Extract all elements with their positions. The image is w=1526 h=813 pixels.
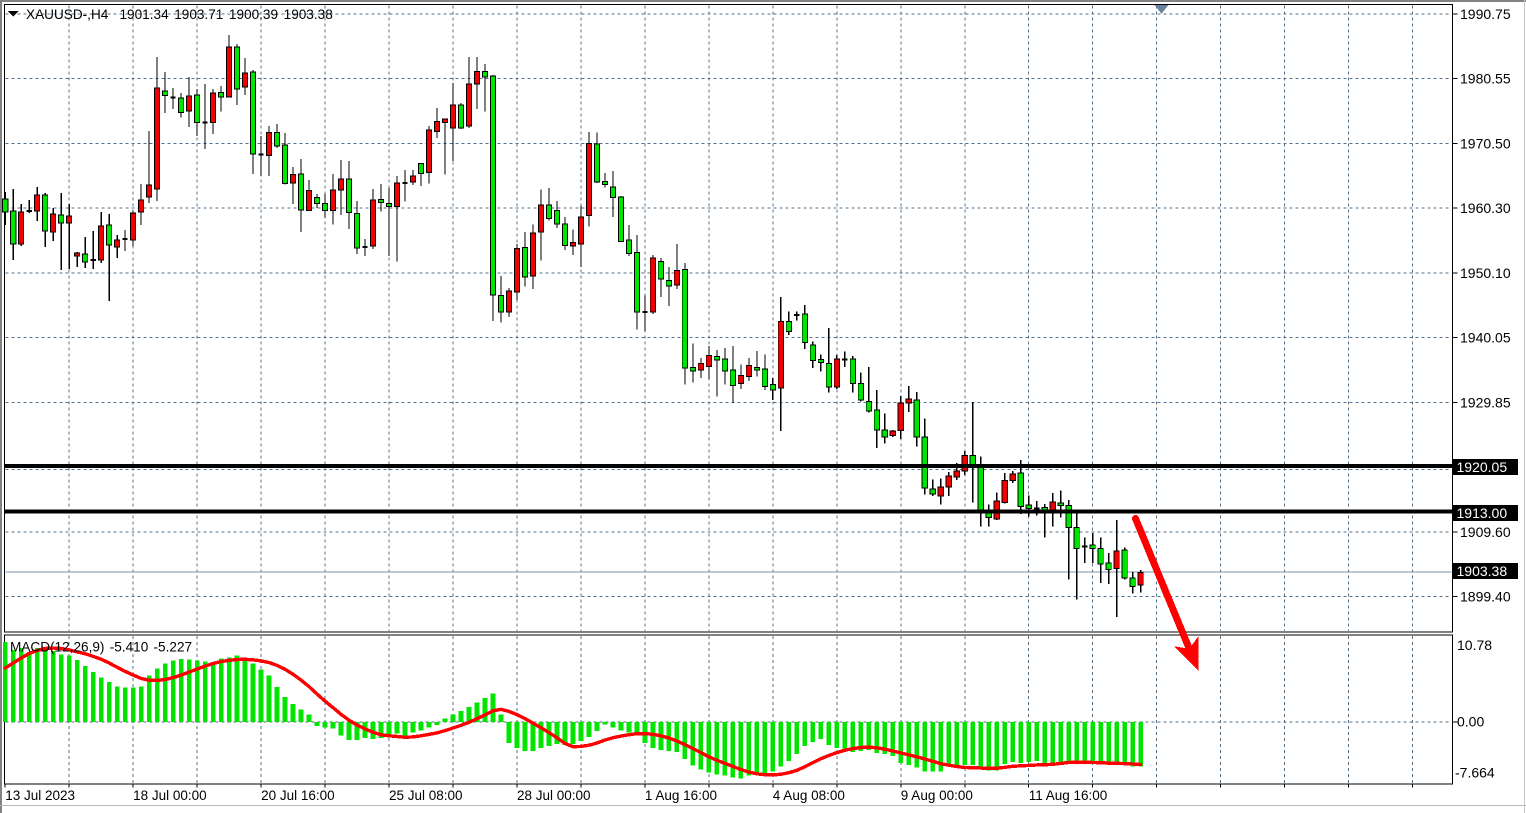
svg-text:1950.10: 1950.10 xyxy=(1460,265,1511,281)
svg-text:1909.60: 1909.60 xyxy=(1460,524,1511,540)
svg-text:18 Jul 00:00: 18 Jul 00:00 xyxy=(133,788,207,803)
svg-text:13 Jul 2023: 13 Jul 2023 xyxy=(5,788,75,803)
svg-text:1913.00: 1913.00 xyxy=(1457,505,1508,521)
svg-text:9 Aug 00:00: 9 Aug 00:00 xyxy=(901,788,973,803)
svg-text:1960.30: 1960.30 xyxy=(1460,200,1511,216)
svg-text:0.00: 0.00 xyxy=(1457,714,1484,730)
svg-text:-7.664: -7.664 xyxy=(1455,765,1495,781)
svg-text:1970.50: 1970.50 xyxy=(1460,135,1511,151)
svg-text:XAUUSD-,H4 1901.34 1903.71 19: XAUUSD-,H4 1901.34 1903.71 1900.39 1903.… xyxy=(26,7,333,22)
svg-text:20 Jul 16:00: 20 Jul 16:00 xyxy=(261,788,335,803)
svg-text:1990.75: 1990.75 xyxy=(1460,6,1511,22)
svg-text:1899.40: 1899.40 xyxy=(1460,589,1511,605)
svg-text:1903.38: 1903.38 xyxy=(1457,563,1508,579)
svg-text:1 Aug 16:00: 1 Aug 16:00 xyxy=(645,788,717,803)
svg-text:1940.05: 1940.05 xyxy=(1460,330,1511,346)
svg-text:10.78: 10.78 xyxy=(1457,637,1492,653)
svg-text:1980.55: 1980.55 xyxy=(1460,71,1511,87)
svg-text:28 Jul 00:00: 28 Jul 00:00 xyxy=(517,788,591,803)
svg-text:MACD(12,26,9) -5.410 -5.227: MACD(12,26,9) -5.410 -5.227 xyxy=(10,640,192,655)
svg-text:11 Aug 16:00: 11 Aug 16:00 xyxy=(1029,788,1108,803)
svg-text:25 Jul 08:00: 25 Jul 08:00 xyxy=(389,788,463,803)
svg-text:4 Aug 08:00: 4 Aug 08:00 xyxy=(773,788,845,803)
svg-text:1920.05: 1920.05 xyxy=(1457,459,1508,475)
svg-text:1929.85: 1929.85 xyxy=(1460,394,1511,410)
